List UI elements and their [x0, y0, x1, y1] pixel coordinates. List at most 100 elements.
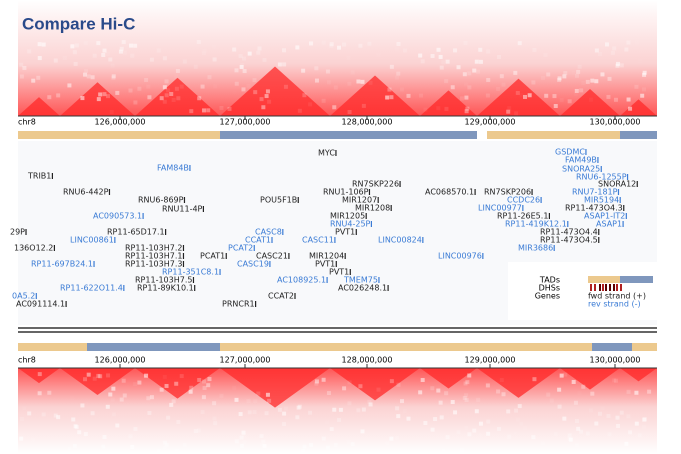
heatmap-cell — [128, 88, 133, 93]
gene-label: RP11-26E5.1 — [497, 212, 548, 221]
heatmap-cell — [544, 418, 548, 422]
heatmap-cell — [574, 443, 579, 448]
heatmap-cell — [129, 447, 134, 452]
gene-label: CCDC26 — [507, 196, 540, 205]
heatmap-cell — [396, 382, 401, 387]
gene-label: RP11-103H7.2 — [125, 244, 182, 253]
heatmap-cell — [102, 48, 107, 53]
gene-label: CCAT2 — [268, 292, 294, 301]
heatmap-cell — [430, 427, 435, 432]
heatmap-cell — [506, 109, 511, 114]
heatmap-cell — [171, 399, 176, 404]
gene-label: MIR3686 — [518, 244, 553, 253]
heatmap-cell — [36, 75, 41, 80]
heatmap-cell — [200, 410, 205, 415]
heatmap-cell — [241, 430, 246, 435]
heatmap-cell — [259, 97, 264, 102]
heatmap-cell — [252, 410, 257, 415]
heatmap-cell — [302, 444, 307, 449]
heatmap-cell — [193, 64, 198, 69]
heatmap-cell — [476, 69, 481, 74]
heatmap-field — [18, 0, 657, 116]
heatmap-cell — [456, 65, 461, 70]
heatmap-cell — [438, 400, 443, 405]
heatmap-cell — [301, 68, 306, 73]
heatmap-cell — [549, 398, 554, 403]
heatmap-cell — [387, 87, 392, 92]
heatmap-cell — [202, 108, 207, 113]
heatmap-cell — [174, 381, 179, 386]
heatmap-cell — [368, 80, 373, 85]
heatmap-cell — [478, 421, 483, 426]
gene-label: AC068570.1 — [425, 188, 474, 197]
tad-bar — [220, 343, 592, 351]
heatmap-cell — [162, 445, 167, 450]
heatmap-cell — [486, 431, 491, 436]
heatmap-cell — [389, 379, 394, 384]
heatmap-cell — [647, 389, 652, 394]
gene-label: PVT1 — [335, 228, 355, 237]
heatmap-cell — [337, 45, 342, 50]
heatmap-cell — [624, 47, 629, 52]
heatmap-cell — [239, 435, 244, 440]
heatmap-cell — [77, 50, 81, 54]
heatmap-cell — [385, 441, 390, 446]
heatmap-cell — [83, 72, 88, 77]
heatmap-cell — [476, 397, 481, 402]
heatmap-cell — [296, 405, 301, 410]
heatmap-cell — [232, 441, 236, 445]
heatmap-cell — [47, 95, 52, 100]
dhs-mark — [590, 284, 592, 291]
heatmap-cell — [569, 52, 573, 56]
heatmap-cell — [350, 70, 355, 75]
heatmap-cell — [543, 433, 547, 437]
heatmap-cell — [111, 412, 116, 417]
heatmap-cell — [562, 416, 567, 421]
heatmap-cell — [385, 95, 390, 100]
gene-label: RNU11-4P — [162, 205, 203, 214]
gene-label: PVT1 — [329, 268, 349, 277]
heatmap-cell — [637, 433, 642, 438]
heatmap-cell — [19, 416, 24, 421]
heatmap-cell — [234, 81, 239, 86]
heatmap-cell — [164, 93, 169, 98]
gene-label: GSDMC — [555, 148, 585, 157]
heatmap-cell — [111, 74, 116, 79]
heatmap-cell — [149, 57, 154, 62]
heatmap-cell — [121, 40, 126, 45]
heatmap-cell — [122, 393, 127, 398]
heatmap-cell — [395, 406, 400, 411]
heatmap-cell — [212, 45, 216, 49]
heatmap-cell — [634, 421, 639, 426]
heatmap-cell — [423, 107, 428, 112]
heatmap-cell — [389, 436, 394, 441]
heatmap-cell — [626, 414, 631, 419]
heatmap-cell — [634, 40, 639, 45]
heatmap-cell — [246, 399, 251, 404]
heatmap-field — [18, 368, 657, 454]
heatmap-cell — [257, 46, 262, 51]
heatmap-cell — [577, 64, 582, 69]
heatmap-cell — [642, 72, 647, 77]
gene-label: MIR1207 — [342, 196, 377, 205]
tad-triangle — [330, 75, 420, 116]
heatmap-cell — [96, 373, 101, 378]
heatmap-cell — [467, 71, 472, 76]
heatmap-cell — [399, 399, 404, 404]
heatmap-cell — [256, 50, 261, 55]
heatmap-cell — [522, 426, 527, 431]
heatmap-cell — [626, 389, 631, 394]
heatmap-cell — [531, 435, 536, 440]
gene-label: LINC00976 — [438, 252, 482, 261]
tad-triangle — [560, 368, 620, 390]
heatmap-cell — [456, 430, 461, 435]
heatmap-cell — [242, 56, 247, 61]
heatmap-cell — [616, 423, 621, 428]
gene-label: 29P — [10, 228, 25, 237]
heatmap-cell — [368, 402, 373, 407]
heatmap-cell — [361, 407, 366, 412]
heatmap-cell — [485, 383, 490, 388]
heatmap-cell — [634, 390, 639, 395]
heatmap-cell — [519, 421, 524, 426]
